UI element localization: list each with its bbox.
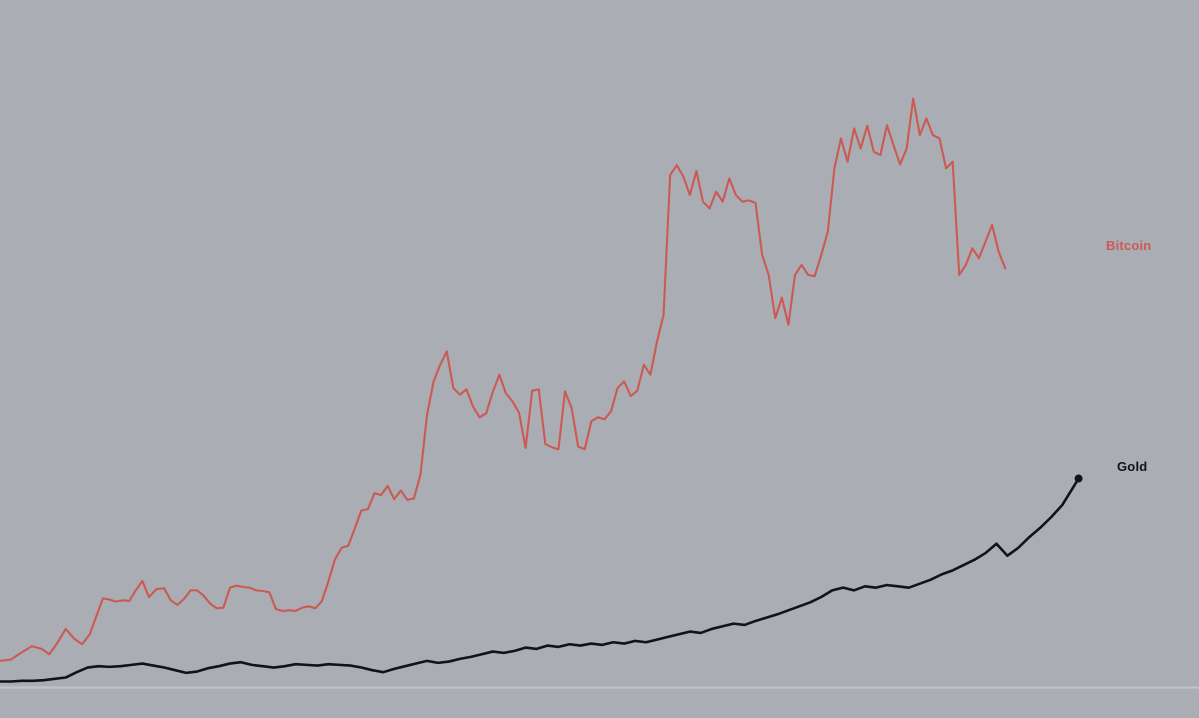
series-label-gold: Gold xyxy=(1117,459,1148,474)
gold-endpoint-marker xyxy=(1074,474,1083,483)
series-label-bitcoin: Bitcoin xyxy=(1106,238,1152,253)
series-line-bitcoin xyxy=(0,97,1007,662)
series-line-gold xyxy=(0,477,1080,683)
